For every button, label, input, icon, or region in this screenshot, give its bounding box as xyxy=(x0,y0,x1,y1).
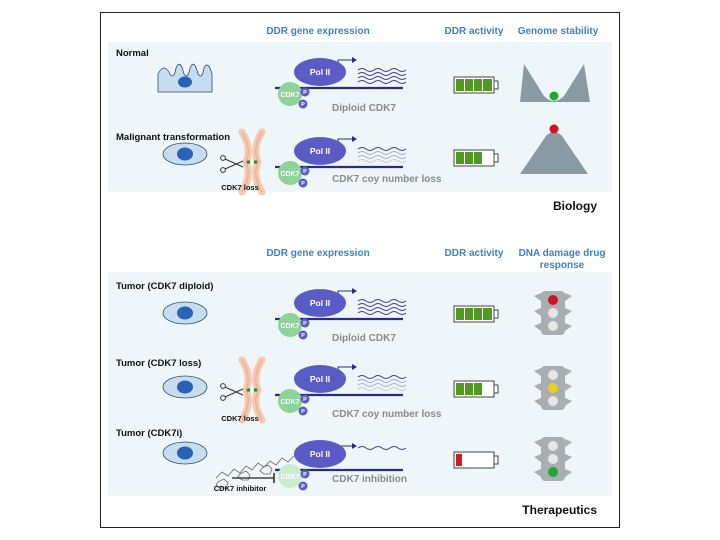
cdk7-icon xyxy=(278,389,302,413)
pol-ii-icon xyxy=(294,440,346,468)
cdk7-label: CDK7 xyxy=(280,474,299,481)
battery-half-icon xyxy=(453,149,499,167)
cdk7-label: CDK7 xyxy=(280,323,299,330)
stable-valley-icon xyxy=(520,64,590,102)
transcription-complex-inhibited: Pol II CDK7 P P xyxy=(275,440,407,491)
battery-half-icon xyxy=(453,380,499,398)
phospho-label: P xyxy=(301,102,305,108)
cdk7-icon xyxy=(278,82,302,106)
phospho-label: P xyxy=(303,90,307,96)
pol-ii-icon xyxy=(294,58,346,86)
status-normal: Diploid CDK7 xyxy=(332,103,396,114)
row-label-normal: Normal xyxy=(116,48,149,59)
row-label-tumor-diploid: Tumor (CDK7 diploid) xyxy=(116,281,213,292)
status-tumor-diploid: Diploid CDK7 xyxy=(332,333,396,344)
note-cdk7-loss: CDK7 loss xyxy=(221,183,259,192)
ther-header-activity: DDR activity xyxy=(445,248,504,259)
transcription-complex-tumor-loss: Pol II CDK7 P P xyxy=(275,364,407,416)
status-tumor-cdk7i: CDK7 inhibition xyxy=(332,474,407,485)
phospho-label: P xyxy=(301,181,305,187)
mrna-high xyxy=(357,68,407,84)
row-label-tumor-loss: Tumor (CDK7 loss) xyxy=(116,358,201,369)
row-label-malignant: Malignant transformation xyxy=(116,132,230,143)
bio-header-expression: DDR gene expression xyxy=(266,26,369,37)
section-label-biology: Biology xyxy=(553,199,597,213)
mrna-low xyxy=(357,446,407,450)
battery-full-icon xyxy=(453,305,499,323)
transcription-complex-loss: Pol II CDK7 P P xyxy=(275,136,407,188)
cdk7-label: CDK7 xyxy=(280,92,299,99)
mrna-reduced xyxy=(357,147,407,163)
cell-icon xyxy=(162,301,208,325)
traffic-light-yellow-icon xyxy=(534,366,572,410)
phospho-label: P xyxy=(303,397,307,403)
graphical-abstract: DDR gene expression DDR activity Genome … xyxy=(108,26,612,517)
phospho-label: P xyxy=(303,472,307,478)
traffic-light-red-icon xyxy=(534,291,572,335)
cdk7-inhibited-icon xyxy=(278,464,302,488)
transcription-complex-normal: Pol II CDK7 P P xyxy=(275,57,407,109)
bio-header-stability: Genome stability xyxy=(518,26,599,37)
inhibition-arrow-icon xyxy=(232,473,275,483)
battery-full-icon xyxy=(453,76,499,94)
phospho-label: P xyxy=(301,333,305,339)
cdk7-label: CDK7 xyxy=(280,399,299,406)
battery-low-icon xyxy=(453,451,499,469)
unstable-peak-icon xyxy=(520,124,588,174)
pol-ii-label: Pol II xyxy=(310,146,330,156)
mrna-reduced xyxy=(357,375,407,391)
status-tumor-loss: CDK7 coy number loss xyxy=(332,409,442,420)
ther-header-response-2: response xyxy=(540,260,585,271)
ther-header-expression: DDR gene expression xyxy=(266,248,369,259)
pol-ii-label: Pol II xyxy=(310,67,330,77)
pol-ii-icon xyxy=(294,137,346,165)
cell-icon xyxy=(162,142,208,166)
cdk7-label: CDK7 xyxy=(280,171,299,178)
cdk7-icon xyxy=(278,161,302,185)
mrna-high xyxy=(357,299,407,315)
pol-ii-icon xyxy=(294,365,346,393)
pol-ii-label: Pol II xyxy=(310,374,330,384)
row-label-tumor-cdk7i: Tumor (CDK7i) xyxy=(116,428,182,439)
status-malignant: CDK7 coy number loss xyxy=(332,174,442,185)
phospho-label: P xyxy=(303,321,307,327)
cell-icon xyxy=(162,375,208,399)
traffic-light-green-icon xyxy=(534,437,572,481)
transcription-complex-tumor-diploid: Pol II CDK7 P P xyxy=(275,288,407,340)
note-cdk7-inhibitor: CDK7 inhibitor xyxy=(214,484,267,493)
phospho-label: P xyxy=(303,169,307,175)
phospho-label: P xyxy=(301,409,305,415)
cdk7-icon xyxy=(278,313,302,337)
section-label-therapeutics: Therapeutics xyxy=(522,503,597,517)
note-tumor-cdk7-loss: CDK7 loss xyxy=(221,414,259,423)
pol-ii-label: Pol II xyxy=(310,298,330,308)
cell-icon xyxy=(162,441,208,465)
pol-ii-icon xyxy=(294,289,346,317)
phospho-label: P xyxy=(301,484,305,490)
bio-header-activity: DDR activity xyxy=(445,26,504,37)
pol-ii-label: Pol II xyxy=(310,449,330,459)
ther-header-response-1: DNA damage drug xyxy=(519,248,606,259)
inhibitor-molecule-icon xyxy=(215,455,295,489)
normal-cell-icon xyxy=(157,63,213,93)
